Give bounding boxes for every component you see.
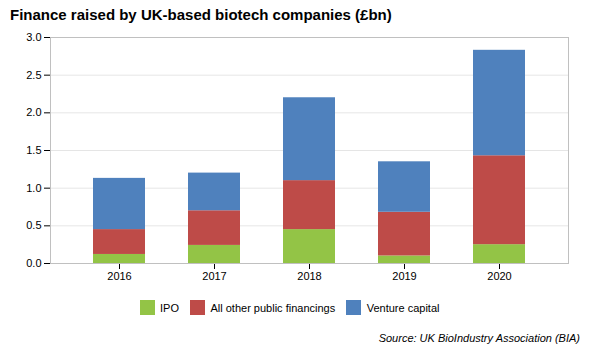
svg-text:3.0: 3.0: [26, 31, 41, 43]
svg-text:1.5: 1.5: [26, 144, 41, 156]
svg-text:2.5: 2.5: [26, 69, 41, 81]
html-text:IPO: IPO: [160, 301, 179, 314]
html-text:Source: UK BioIndustry Associa: Source: UK BioIndustry Association (BIA): [378, 331, 580, 344]
svg-text:2018: 2018: [297, 270, 321, 282]
svg-text:1.0: 1.0: [26, 182, 41, 194]
svg-text:2019: 2019: [392, 270, 416, 282]
html-text:All other public financings: All other public financings: [210, 301, 336, 314]
html-text:Venture capital: Venture capital: [366, 301, 440, 314]
svg-text:0.5: 0.5: [26, 219, 41, 231]
svg-text:2020: 2020: [487, 270, 511, 282]
svg-text:2.0: 2.0: [26, 106, 41, 118]
html-text:Finance raised by UK-based bio: Finance raised by UK-based biotech compa…: [10, 6, 392, 23]
svg-text:2017: 2017: [202, 270, 226, 282]
svg-text:0.0: 0.0: [26, 257, 41, 269]
svg-text:2016: 2016: [107, 270, 131, 282]
